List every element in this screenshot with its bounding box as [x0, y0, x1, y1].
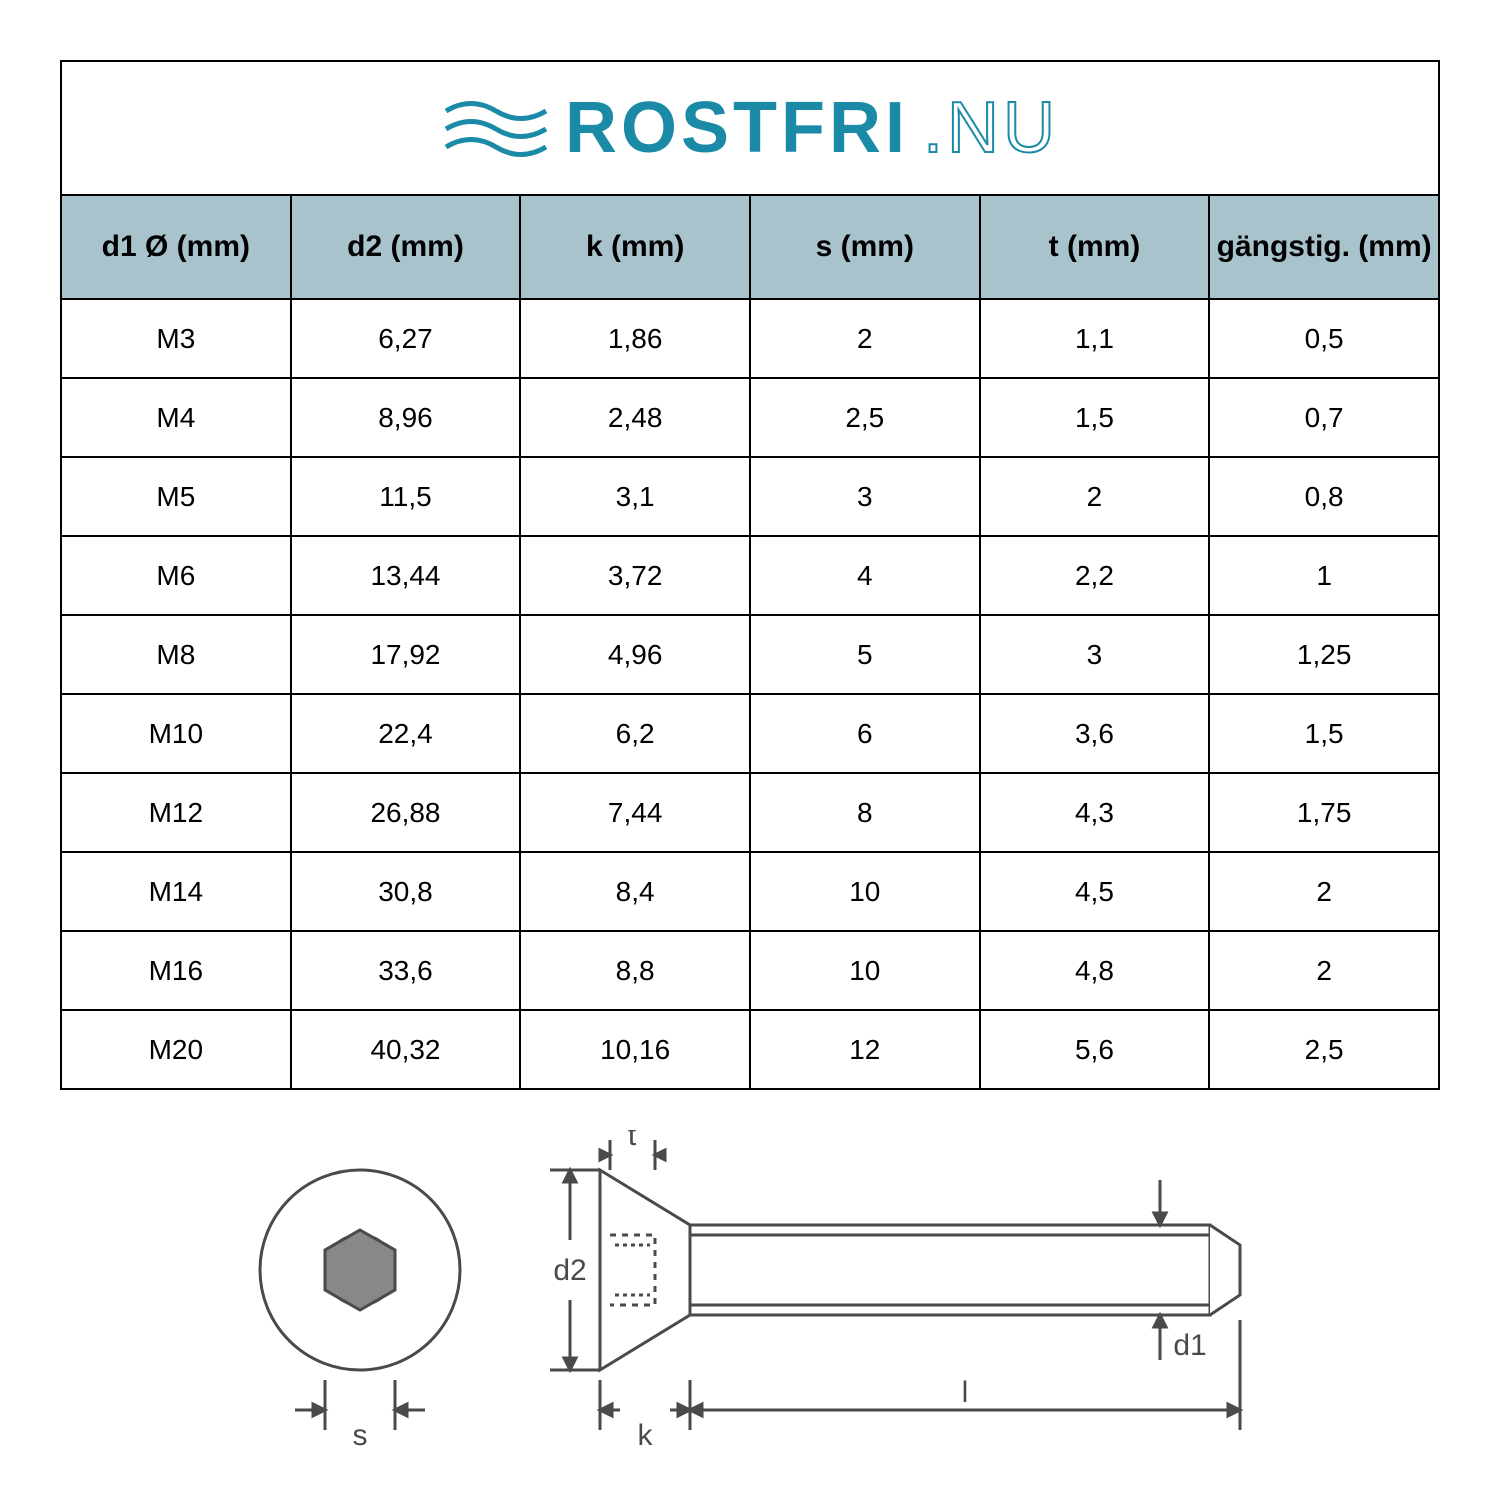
table-cell: 8,96 — [291, 378, 521, 457]
table-cell: M5 — [61, 457, 291, 536]
table-row: M511,53,1320,8 — [61, 457, 1439, 536]
logo-cell: ROSTFRI.NU — [61, 61, 1439, 195]
table-cell: 10,16 — [520, 1010, 750, 1089]
label-d2: d2 — [553, 1254, 586, 1287]
table-cell: M16 — [61, 931, 291, 1010]
spec-table: ROSTFRI.NU d1 Ø (mm) d2 (mm) k (mm) s (m… — [60, 60, 1440, 1090]
table-cell: 8 — [750, 773, 980, 852]
table-cell: 2 — [750, 299, 980, 378]
table-cell: 4,96 — [520, 615, 750, 694]
table-cell: 17,92 — [291, 615, 521, 694]
table-header-row: d1 Ø (mm) d2 (mm) k (mm) s (mm) t (mm) g… — [61, 195, 1439, 299]
table-cell: 22,4 — [291, 694, 521, 773]
table-cell: M20 — [61, 1010, 291, 1089]
table-cell: 0,8 — [1209, 457, 1439, 536]
table-cell: 6 — [750, 694, 980, 773]
table-cell: 26,88 — [291, 773, 521, 852]
table-row: M48,962,482,51,50,7 — [61, 378, 1439, 457]
table-cell: 1,75 — [1209, 773, 1439, 852]
table-cell: 3,6 — [980, 694, 1210, 773]
table-row: M817,924,96531,25 — [61, 615, 1439, 694]
col-d1: d1 Ø (mm) — [61, 195, 291, 299]
table-row: M613,443,7242,21 — [61, 536, 1439, 615]
table-cell: 5,6 — [980, 1010, 1210, 1089]
table-cell: 8,4 — [520, 852, 750, 931]
logo-text-secondary: .NU — [923, 87, 1059, 169]
table-cell: 2,48 — [520, 378, 750, 457]
col-gangstig: gängstig. (mm) — [1209, 195, 1439, 299]
table-cell: 11,5 — [291, 457, 521, 536]
logo: ROSTFRI.NU — [63, 87, 1437, 169]
table-row: M1022,46,263,61,5 — [61, 694, 1439, 773]
table-cell: 3,1 — [520, 457, 750, 536]
table-cell: 1,5 — [1209, 694, 1439, 773]
table-cell: 2 — [1209, 931, 1439, 1010]
label-s: s — [353, 1419, 368, 1452]
table-cell: 2,5 — [1209, 1010, 1439, 1089]
table-cell: 2 — [1209, 852, 1439, 931]
table-cell: 2 — [980, 457, 1210, 536]
table-cell: M10 — [61, 694, 291, 773]
table-cell: 6,2 — [520, 694, 750, 773]
table-cell: 6,27 — [291, 299, 521, 378]
table-cell: 1,1 — [980, 299, 1210, 378]
label-t: t — [628, 1130, 637, 1152]
table-cell: M4 — [61, 378, 291, 457]
label-l: l — [962, 1376, 969, 1409]
table-cell: 1,5 — [980, 378, 1210, 457]
table-cell: M3 — [61, 299, 291, 378]
table-cell: 2,5 — [750, 378, 980, 457]
table-cell: 3 — [750, 457, 980, 536]
table-cell: 3,72 — [520, 536, 750, 615]
wave-icon — [441, 91, 551, 166]
table-cell: 12 — [750, 1010, 980, 1089]
table-cell: 5 — [750, 615, 980, 694]
table-cell: 3 — [980, 615, 1210, 694]
table-cell: 4,3 — [980, 773, 1210, 852]
table-cell: M6 — [61, 536, 291, 615]
col-k: k (mm) — [520, 195, 750, 299]
table-cell: 4 — [750, 536, 980, 615]
screw-diagram: s — [200, 1130, 1300, 1470]
table-cell: M14 — [61, 852, 291, 931]
table-cell: 2,2 — [980, 536, 1210, 615]
label-d1: d1 — [1173, 1329, 1206, 1362]
table-cell: 40,32 — [291, 1010, 521, 1089]
table-cell: 10 — [750, 931, 980, 1010]
col-t: t (mm) — [980, 195, 1210, 299]
table-cell: 0,5 — [1209, 299, 1439, 378]
table-cell: 13,44 — [291, 536, 521, 615]
label-k: k — [638, 1419, 654, 1452]
table-cell: M12 — [61, 773, 291, 852]
table-cell: 33,6 — [291, 931, 521, 1010]
table-cell: 0,7 — [1209, 378, 1439, 457]
table-cell: 1 — [1209, 536, 1439, 615]
table-row: M1226,887,4484,31,75 — [61, 773, 1439, 852]
table-cell: 10 — [750, 852, 980, 931]
table-row: M36,271,8621,10,5 — [61, 299, 1439, 378]
table-cell: M8 — [61, 615, 291, 694]
table-cell: 4,5 — [980, 852, 1210, 931]
table-cell: 7,44 — [520, 773, 750, 852]
logo-text-primary: ROSTFRI — [565, 87, 909, 169]
spec-table-container: ROSTFRI.NU d1 Ø (mm) d2 (mm) k (mm) s (m… — [60, 60, 1440, 1090]
logo-row: ROSTFRI.NU — [61, 61, 1439, 195]
col-d2: d2 (mm) — [291, 195, 521, 299]
table-cell: 4,8 — [980, 931, 1210, 1010]
table-cell: 8,8 — [520, 931, 750, 1010]
table-row: M2040,3210,16125,62,5 — [61, 1010, 1439, 1089]
table-row: M1430,88,4104,52 — [61, 852, 1439, 931]
table-cell: 30,8 — [291, 852, 521, 931]
table-cell: 1,86 — [520, 299, 750, 378]
table-cell: 1,25 — [1209, 615, 1439, 694]
table-row: M1633,68,8104,82 — [61, 931, 1439, 1010]
col-s: s (mm) — [750, 195, 980, 299]
